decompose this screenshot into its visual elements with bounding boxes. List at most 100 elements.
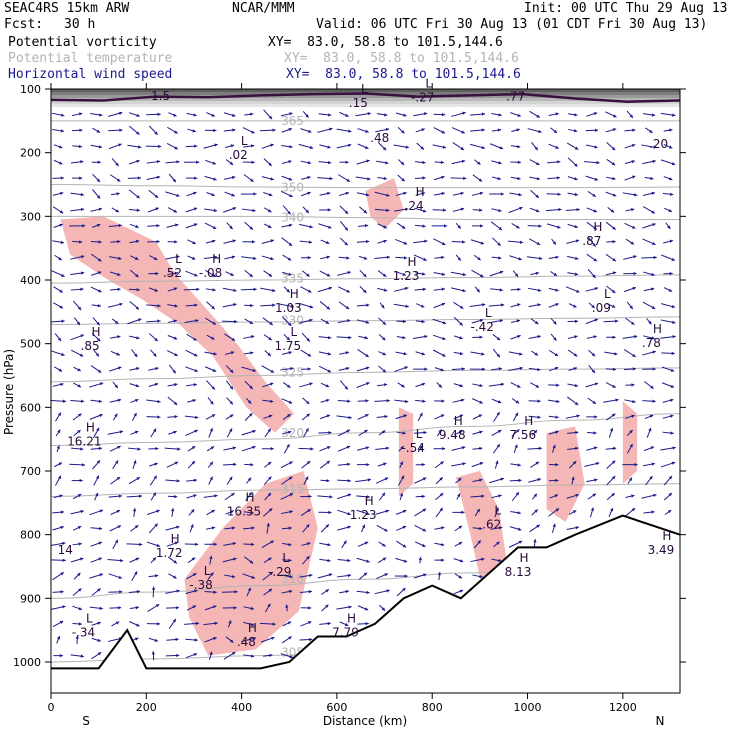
wind-arrowhead	[288, 351, 292, 355]
wind-arrowhead	[289, 493, 294, 497]
wind-arrowhead	[230, 144, 235, 148]
wind-arrowhead	[250, 351, 254, 355]
wind-arrowhead	[498, 226, 502, 230]
wind-arrowhead	[648, 320, 652, 325]
wind-arrowhead	[231, 652, 236, 656]
wind-arrowhead	[154, 382, 159, 387]
wind-arrowhead	[553, 320, 557, 325]
wind-arrowhead	[593, 431, 597, 435]
wind-arrowhead	[270, 447, 274, 451]
wind-arrowhead	[459, 351, 464, 356]
wind-arrowhead	[594, 318, 598, 322]
pv-value-label: .87	[582, 234, 601, 248]
pv-value-label: 1.75	[274, 339, 301, 353]
wind-arrowhead	[328, 573, 333, 577]
wind-arrowhead	[495, 460, 499, 465]
theta-contour-label: 335	[281, 272, 304, 286]
wind-arrowhead	[328, 510, 332, 515]
wind-arrowhead	[401, 225, 406, 229]
wind-arrowhead	[534, 352, 538, 356]
pv-low-marker: L	[416, 427, 423, 441]
wind-arrowhead	[363, 256, 368, 260]
pv-labels: 1.5L.02L.15.48L-.27.77.20H.24H.87L.52H-.…	[58, 77, 675, 649]
wind-arrowhead	[116, 476, 121, 481]
wind-arrowhead	[231, 255, 236, 259]
wind-arrowhead	[306, 524, 310, 528]
wind-arrowhead	[252, 429, 256, 434]
wind-arrowhead	[535, 384, 540, 388]
wind-arrowhead	[62, 558, 66, 562]
terrain	[51, 514, 681, 693]
wind-arrowhead	[438, 384, 442, 388]
x-tick-label: 1200	[609, 701, 637, 714]
wind-arrowhead	[400, 161, 405, 165]
wind-arrowhead	[364, 336, 368, 340]
wind-arrowhead	[57, 412, 61, 416]
wind-arrowhead	[305, 476, 309, 480]
wind-arrowhead	[383, 383, 388, 387]
wind-arrowhead	[498, 494, 502, 498]
wind-arrowhead	[347, 512, 351, 516]
wind-arrowhead	[266, 523, 270, 527]
wind-arrowhead	[538, 256, 543, 260]
wind-arrowhead	[250, 303, 254, 308]
wind-arrowhead	[154, 638, 158, 642]
wind-arrowhead	[196, 160, 200, 164]
wind-arrowhead	[78, 112, 83, 116]
wind-arrowhead	[173, 209, 177, 213]
wind-arrowhead	[99, 509, 104, 513]
wind-arrowhead	[652, 223, 656, 227]
wind-arrowhead	[306, 413, 310, 418]
wind-arrowhead	[383, 462, 387, 466]
wind-arrowhead	[174, 541, 179, 545]
wind-arrowhead	[481, 128, 485, 132]
wind-arrowhead	[136, 590, 141, 594]
wind-arrowhead	[288, 177, 293, 181]
wind-arrowhead	[650, 287, 655, 291]
wind-arrowhead	[154, 462, 158, 466]
wind-arrowhead	[629, 429, 633, 434]
wind-arrowhead	[459, 383, 463, 388]
theta-contour-label: 325	[281, 365, 304, 379]
wind-arrowhead	[133, 412, 137, 417]
wind-arrowhead	[114, 413, 118, 418]
wind-arrowhead	[309, 637, 313, 642]
wind-arrowhead	[250, 510, 254, 515]
wind-arrowhead	[476, 508, 480, 513]
wind-arrowhead	[249, 413, 253, 417]
wind-arrowhead	[366, 303, 370, 307]
pv-value-label: -.29	[268, 565, 291, 579]
wind-arrowhead	[631, 160, 635, 164]
pv-value-label: .52	[163, 266, 182, 280]
wind-arrowhead	[612, 226, 616, 230]
wind-arrowhead	[424, 367, 428, 371]
wind-arrowhead	[193, 478, 197, 482]
wind-arrowhead	[210, 572, 214, 576]
wind-arrowhead	[596, 160, 600, 165]
wind-arrowhead	[60, 176, 64, 180]
wind-arrowhead	[459, 430, 463, 434]
wind-arrowhead	[479, 526, 483, 531]
pv-value-label: 16.35	[227, 505, 261, 519]
wind-arrowhead	[97, 258, 102, 262]
header-model: SEAC4RS 15km ARW	[4, 1, 130, 16]
wind-arrowhead	[209, 555, 213, 560]
wind-arrowhead	[402, 319, 407, 324]
wind-arrowhead	[306, 273, 310, 277]
wind-arrowhead	[631, 414, 635, 418]
wind-arrowhead	[669, 414, 674, 418]
wind-arrowhead	[653, 145, 657, 149]
wind-arrowhead	[402, 509, 407, 514]
wind-arrowhead	[346, 462, 351, 467]
wind-arrowhead	[613, 114, 617, 118]
wind-arrowhead	[212, 321, 216, 325]
wind-arrowhead	[612, 193, 617, 197]
wind-arrowhead	[347, 558, 351, 563]
wind-arrowhead	[247, 587, 251, 592]
wind-arrowhead	[174, 461, 179, 465]
wind-arrowhead	[572, 510, 577, 514]
wind-arrowhead	[463, 176, 467, 180]
wind-arrowhead	[668, 288, 673, 292]
wind-arrowhead	[440, 461, 444, 465]
terrain-line	[51, 514, 681, 670]
